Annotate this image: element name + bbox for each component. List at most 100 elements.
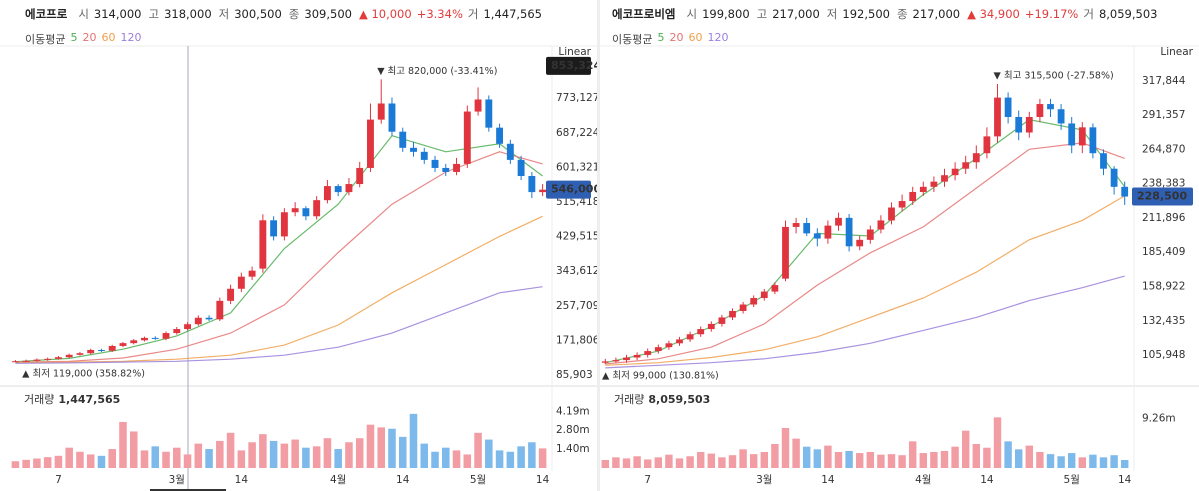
volume-bar bbox=[11, 461, 20, 468]
stock-header: 에코프로비엠 시 199,800 고 217,000 저 192,500 종 217,000 ▲ … bbox=[612, 6, 1159, 22]
volume-bar bbox=[739, 449, 747, 468]
ma-legend-entry: 60 bbox=[688, 31, 703, 44]
candle-body bbox=[517, 159, 525, 176]
field-label: 거 bbox=[467, 7, 479, 21]
volume-title-label: 거래량 bbox=[24, 393, 54, 406]
candle-body bbox=[1078, 127, 1086, 146]
candle-body bbox=[237, 276, 245, 289]
volume-bar bbox=[302, 447, 310, 468]
stock-header: 에코프로 시 314,000 고 318,000 저 300,500 종 309,500 ▲ 10… bbox=[25, 6, 544, 22]
volume-bar bbox=[919, 453, 928, 468]
volume-bar bbox=[259, 434, 267, 468]
x-tick-label: 14 bbox=[235, 474, 249, 486]
chart: Linear 105,948 132,435 158,922 185,409 211,89… bbox=[600, 45, 1199, 486]
field-label: 종 bbox=[288, 7, 300, 21]
candle-body bbox=[845, 217, 853, 247]
x-tick-label: 14 bbox=[980, 474, 994, 486]
field-value: 199,800 bbox=[702, 7, 750, 21]
volume-bar bbox=[485, 439, 493, 468]
last-price-tag bbox=[1132, 187, 1193, 206]
volume-bar bbox=[538, 448, 547, 468]
volume-bar bbox=[728, 455, 737, 468]
volume-bar bbox=[108, 449, 116, 468]
candle-body bbox=[227, 288, 235, 301]
candle-body bbox=[612, 360, 620, 362]
volume-bar bbox=[1099, 457, 1108, 468]
stock-panel: 에코프로 시 314,000 고 318,000 저 300,500 종 309,500 ▲ 10… bbox=[0, 0, 597, 491]
field-label: 시 bbox=[78, 7, 89, 21]
cursor-price-tag-label: 853,324 bbox=[551, 59, 597, 72]
candle-body bbox=[1015, 116, 1023, 133]
candle-body bbox=[1121, 186, 1129, 197]
candle-body bbox=[877, 220, 885, 230]
candle-body bbox=[1047, 104, 1054, 110]
candle-body bbox=[1089, 127, 1097, 154]
volume-bar bbox=[951, 446, 959, 468]
candle-body bbox=[11, 361, 19, 363]
candle-body bbox=[665, 343, 673, 348]
y-tick-label: 9.26m bbox=[1142, 413, 1176, 425]
x-tick-label: 7 bbox=[55, 474, 62, 486]
volume-bar bbox=[930, 452, 938, 468]
candle-body bbox=[119, 343, 127, 346]
price-change: ▲ 10,000 bbox=[358, 7, 412, 21]
volume-bar bbox=[633, 456, 641, 468]
candle-body bbox=[750, 298, 758, 305]
candle-body bbox=[453, 163, 460, 172]
candle-body bbox=[98, 349, 105, 351]
y-tick-label: 211,896 bbox=[1142, 212, 1186, 224]
volume-bar bbox=[291, 439, 299, 468]
chart: Linear 85,903 171,806 257,709 343,612 429,515… bbox=[0, 45, 597, 491]
volume-bar bbox=[226, 432, 235, 468]
volume-bar bbox=[760, 452, 769, 468]
candle-body bbox=[270, 220, 278, 237]
candle-body bbox=[410, 147, 417, 152]
candle-body bbox=[1036, 104, 1044, 117]
volume-bar bbox=[355, 438, 364, 468]
ma-legend-entry: 20 bbox=[82, 31, 97, 44]
volume-title-label: 거래량 bbox=[614, 393, 644, 406]
candle-body bbox=[474, 99, 482, 112]
candle-body bbox=[496, 127, 504, 144]
candle-body bbox=[173, 329, 181, 334]
candle-body bbox=[367, 119, 374, 168]
y-tick-label: 343,612 bbox=[556, 265, 597, 277]
volume-bar bbox=[824, 445, 832, 468]
volume-bar bbox=[377, 427, 385, 468]
volume-bar bbox=[877, 454, 885, 468]
volume-bar bbox=[781, 428, 790, 468]
x-tick-label: 7 bbox=[644, 474, 651, 486]
volume-bar bbox=[452, 450, 461, 468]
candle-body bbox=[972, 153, 980, 163]
candle-body bbox=[313, 200, 321, 217]
candle-body bbox=[951, 168, 959, 176]
candle-body bbox=[33, 359, 41, 361]
volume-bar bbox=[1036, 452, 1044, 468]
volume-bar bbox=[654, 457, 663, 468]
candle-body bbox=[463, 111, 471, 164]
field-value: 217,000 bbox=[772, 7, 820, 21]
candle-body bbox=[248, 270, 256, 277]
volume-bar bbox=[97, 455, 106, 468]
candle-body bbox=[194, 317, 202, 325]
volume-bar bbox=[940, 450, 949, 468]
y-tick-label: 687,224 bbox=[556, 127, 597, 139]
candle-body bbox=[803, 223, 811, 234]
candle-body bbox=[909, 191, 917, 202]
volume-bar bbox=[43, 457, 52, 468]
ma-legend: 이동평균 5 20 60 120 bbox=[25, 31, 141, 47]
volume-bar bbox=[675, 458, 684, 468]
volume-bar bbox=[834, 452, 843, 468]
field-value: 309,500 bbox=[304, 7, 352, 21]
volume-bar bbox=[65, 447, 73, 468]
candle-body bbox=[623, 357, 630, 361]
price-change: ▲ 34,900 bbox=[967, 7, 1020, 21]
volume-bar bbox=[474, 432, 482, 468]
volume-bar bbox=[162, 451, 170, 468]
candle-body bbox=[280, 212, 288, 237]
volume-bar bbox=[887, 454, 896, 468]
candle-body bbox=[420, 151, 428, 160]
volume-bar bbox=[813, 449, 822, 468]
volume-bar bbox=[129, 431, 138, 468]
